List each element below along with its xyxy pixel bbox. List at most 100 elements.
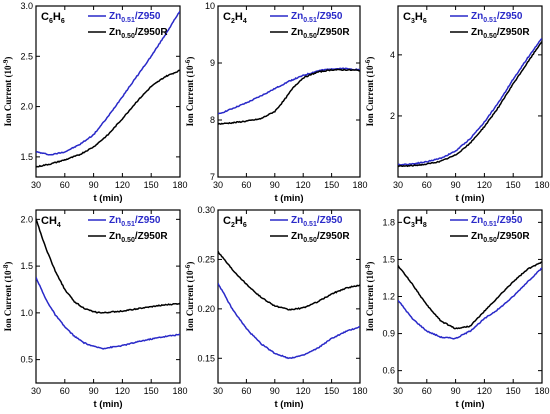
legend-text: /Z950 [317, 215, 343, 226]
legend-entry: Zn0.51/Z950 [109, 215, 161, 228]
legend-subscript: 0.50 [303, 237, 317, 244]
subplot-title: C2H4 [223, 11, 247, 25]
y-tick-label: 7 [210, 172, 215, 182]
subplot-title: C2H6 [223, 215, 247, 229]
x-axis-label: t (min) [93, 193, 122, 204]
legend-subscript: 0.51 [303, 17, 317, 24]
x-tick-label: 60 [241, 386, 251, 396]
x-tick-label: 60 [60, 180, 70, 190]
subplot-6: 30 60 90 120 150 180 0.6 0.9 1.2 1.5 1.8 t (min) Ion… [364, 209, 550, 410]
legend-subscript: 0.51 [121, 17, 135, 24]
legend-text: Zn [471, 27, 483, 38]
y-tick-label: 9 [210, 58, 215, 68]
y-tick-label: 2.0 [20, 214, 33, 224]
x-tick-label: 60 [241, 180, 251, 190]
x-tick-label: 120 [115, 386, 130, 396]
plot-frame [35, 5, 181, 178]
x-axis-label: t (min) [455, 193, 484, 204]
y-axis-label: Ion Current (10-6) [184, 57, 195, 127]
title-part: H [415, 215, 423, 227]
x-axis-label: t (min) [274, 193, 303, 204]
y-label-close: ) [365, 262, 375, 265]
plot-frame [217, 5, 361, 178]
y-label-text: Ion Current (10 [185, 270, 195, 331]
title-part: H [235, 215, 243, 227]
y-tick-label: 8 [210, 115, 215, 125]
legend-entry: Zn0.51/Z950 [291, 11, 343, 24]
title-subscript: 3 [411, 18, 415, 25]
series-line-1 [36, 10, 180, 156]
x-tick-label: 90 [270, 386, 280, 396]
legend-subscript: 0.50 [483, 33, 497, 40]
x-tick-label: 120 [477, 180, 492, 190]
subplot-title: C3H8 [403, 215, 427, 229]
x-tick-label: 90 [451, 386, 461, 396]
title-subscript: 8 [423, 222, 427, 229]
x-tick-label: 120 [115, 180, 130, 190]
x-tick-label: 90 [89, 180, 99, 190]
subplot-3: 30 60 90 120 150 180 2 4 t (min) Ion Current (10-… [364, 5, 550, 204]
legend-text: Zn [291, 11, 303, 22]
legend-text: /Z950R [135, 231, 169, 242]
legend-text: /Z950 [135, 215, 161, 226]
legend-text: /Z950R [135, 27, 169, 38]
y-tick-label: 0.25 [197, 254, 215, 264]
title-subscript: 6 [423, 18, 427, 25]
x-axis-label: t (min) [274, 399, 303, 410]
legend-subscript: 0.51 [121, 221, 135, 228]
x-tick-label: 150 [324, 386, 339, 396]
legend-text: /Z950 [317, 11, 343, 22]
title-part: C [403, 11, 411, 23]
y-tick-label: 0.9 [382, 329, 395, 339]
y-label-exponent: -8 [2, 264, 10, 270]
y-axis-label: Ion Current (10-8) [2, 262, 13, 332]
y-label-text: Ion Current (10 [185, 65, 195, 126]
legend-entry: Zn0.50/Z950R [471, 231, 530, 244]
legend-subscript: 0.50 [121, 237, 135, 244]
legend-text: Zn [109, 231, 121, 242]
legend-entry: Zn0.51/Z950 [471, 215, 523, 228]
y-label-text: Ion Current (10 [365, 270, 375, 331]
x-tick-label: 30 [31, 386, 41, 396]
title-part: C [403, 215, 411, 227]
y-label-exponent: -6 [364, 59, 372, 65]
legend-subscript: 0.51 [483, 17, 497, 24]
title-part: C [223, 215, 231, 227]
title-subscript: 4 [57, 222, 61, 229]
x-tick-label: 150 [506, 180, 521, 190]
y-axis-label: Ion Current (10-6) [184, 262, 195, 332]
x-tick-label: 60 [422, 386, 432, 396]
x-tick-label: 30 [213, 386, 223, 396]
y-tick-label: 1.5 [20, 261, 33, 271]
y-tick-label: 2.5 [20, 51, 33, 61]
legend-entry: Zn0.51/Z950 [291, 215, 343, 228]
legend-text: Zn [471, 11, 483, 22]
y-tick-label: 10 [205, 1, 215, 11]
y-tick-label: 0.20 [197, 304, 215, 314]
y-label-exponent: -6 [184, 59, 192, 65]
x-tick-label: 30 [393, 386, 403, 396]
series-line-2 [218, 68, 360, 126]
series-line-2 [398, 261, 542, 330]
x-tick-label: 60 [60, 386, 70, 396]
y-axis-label: Ion Current (10-6) [364, 57, 375, 127]
title-subscript: 3 [411, 222, 415, 229]
legend-text: /Z950R [317, 231, 351, 242]
y-tick-label: 1.5 [382, 254, 395, 264]
title-part: C [223, 11, 231, 23]
y-tick-label: 0.30 [197, 205, 215, 215]
y-axis-label: Ion Current (10-8) [364, 262, 375, 332]
y-label-close: ) [365, 57, 375, 60]
y-label-exponent: -8 [364, 264, 372, 270]
legend-subscript: 0.51 [303, 221, 317, 228]
subplot-5: 30 60 90 120 150 180 0.15 0.20 0.25 0.30 t (min) Io… [184, 205, 368, 410]
title-part: H [235, 11, 243, 23]
series-line-2 [218, 250, 360, 311]
legend-text: Zn [291, 27, 303, 38]
legend-entry: Zn0.51/Z950 [109, 11, 161, 24]
y-tick-label: 2.0 [20, 102, 33, 112]
y-tick-label: 1.5 [20, 152, 33, 162]
series-line-1 [218, 67, 360, 115]
x-tick-label: 90 [89, 386, 99, 396]
